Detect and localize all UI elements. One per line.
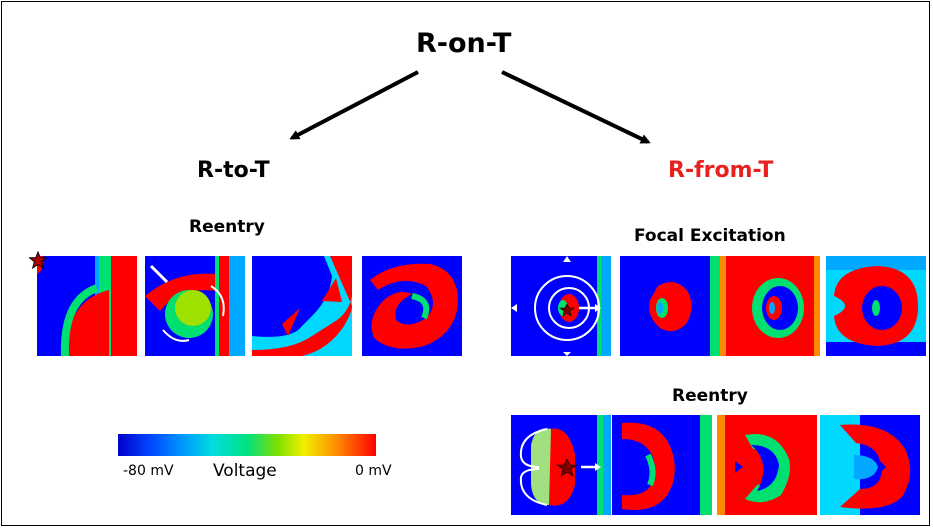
reentry-right-panel-2 — [612, 415, 712, 515]
reentry-right-panel-3 — [717, 415, 817, 515]
voltage-colorbar — [118, 434, 376, 456]
focal-panel-3 — [720, 256, 820, 356]
focal-panel-1 — [511, 256, 611, 356]
reentry-right-panel-4 — [820, 415, 920, 515]
reentry-left-panel-3 — [252, 256, 352, 356]
colorbar-max-label: 0 mV — [355, 463, 392, 479]
arrow-to-r-to-t — [292, 72, 418, 138]
focal-panel-2 — [620, 256, 720, 356]
reentry-right-panel-1 — [511, 415, 611, 515]
stimulus-star-icon — [29, 251, 47, 269]
reentry-left-title: Reentry — [189, 217, 265, 237]
reentry-left-panel-1 — [37, 256, 137, 356]
r-from-t-title: R-from-T — [668, 158, 773, 183]
focal-panel-4 — [826, 256, 926, 356]
focal-excitation-title: Focal Excitation — [634, 226, 786, 246]
reentry-left-panel-2 — [145, 256, 245, 356]
r-to-t-title: R-to-T — [197, 158, 270, 183]
reentry-right-title: Reentry — [672, 386, 748, 406]
arrow-to-r-from-t — [502, 72, 648, 142]
main-title: R-on-T — [416, 28, 511, 59]
colorbar-label: Voltage — [213, 461, 277, 481]
colorbar-min-label: -80 mV — [123, 463, 174, 479]
reentry-left-panel-4 — [362, 256, 462, 356]
